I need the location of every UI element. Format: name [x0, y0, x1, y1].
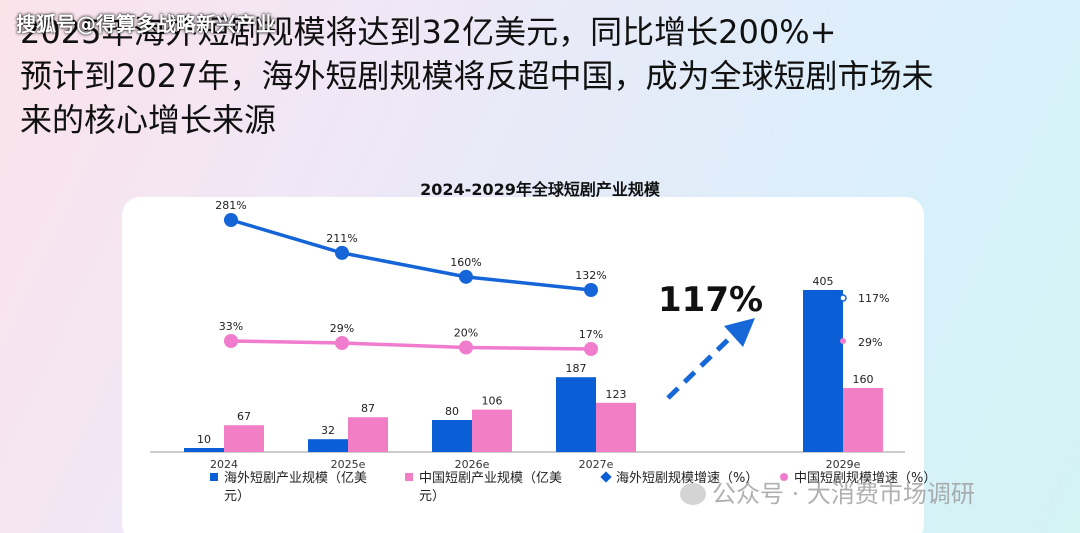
point-overseas-growth — [459, 269, 473, 284]
point-label-overseas-growth: 160% — [450, 256, 481, 269]
chart-title: 2024-2029年全球短剧产业规模 — [420, 180, 660, 199]
point-china-growth — [224, 334, 238, 348]
watermark-bottom: 公众号 · 大消费市场调研 — [680, 474, 975, 509]
headline-line-3: 来的核心增长来源 — [20, 101, 277, 139]
wechat-logo-icon — [680, 483, 706, 505]
point-china-growth — [335, 336, 349, 350]
point-label-overseas-growth: 132% — [575, 269, 606, 282]
legend-label: 海外短剧规模增速（%） — [616, 471, 759, 486]
point-label-overseas-growth: 281% — [215, 199, 246, 212]
bar-china — [843, 388, 883, 452]
bar-label-overseas: 405 — [813, 275, 834, 288]
bar-china — [348, 417, 388, 452]
point-overseas-growth — [584, 283, 598, 297]
x-tick-label: 2027e — [579, 458, 614, 471]
point-label-china-growth: 17% — [579, 328, 603, 341]
bar-overseas — [556, 377, 596, 452]
headline-line-2: 预计到2027年，海外短剧规模将反超中国，成为全球短剧市场未 — [20, 57, 934, 95]
point-label-china-growth: 33% — [219, 320, 243, 333]
legend-china-growth: 中国短剧规模增速（%） — [780, 470, 936, 488]
point-china-growth — [840, 338, 846, 344]
bar-label-overseas: 32 — [321, 424, 335, 437]
bar-overseas — [432, 420, 472, 452]
bar-label-overseas: 187 — [566, 362, 587, 375]
point-overseas-growth — [224, 213, 238, 227]
bar-overseas — [184, 448, 224, 452]
bar-label-china: 87 — [361, 402, 375, 415]
point-china-growth — [459, 340, 473, 355]
bar-overseas — [308, 439, 348, 452]
legend-label: 中国短剧规模增速（%） — [794, 471, 937, 486]
bar-label-overseas: 10 — [197, 433, 211, 446]
point-label-china-growth: 20% — [454, 327, 478, 340]
growth-callout: 117% — [658, 280, 764, 320]
bar-label-china: 123 — [606, 388, 627, 401]
legend-label: 中国短剧产业规模（亿美元） — [419, 471, 563, 504]
chart-panel — [122, 197, 924, 533]
legend-overseas-growth: 海外短剧规模增速（%） — [600, 470, 759, 488]
point-overseas-growth — [839, 294, 847, 302]
trend-arrow-head — [724, 318, 755, 347]
watermark-bottom-text: 公众号 · 大消费市场调研 — [712, 480, 975, 508]
legend-diamond-blue — [600, 471, 612, 483]
bar-china — [472, 409, 512, 452]
x-tick-label: 2029e — [826, 458, 861, 471]
legend-overseas-size: 海外短剧产业规模（亿美元） — [210, 470, 384, 506]
point-label-overseas-growth: 117% — [858, 292, 889, 305]
bar-overseas — [803, 290, 843, 452]
point-label-china-growth: 29% — [330, 322, 354, 335]
x-tick-label: 2025e — [331, 458, 366, 471]
headline: 2025年海外短剧规模将达到32亿美元，同比增长200%+ 预计到2027年，海… — [20, 10, 1070, 142]
x-tick-label: 2026e — [455, 458, 490, 471]
line-overseas-growth — [230, 218, 592, 292]
point-label-china-growth: 29% — [858, 336, 882, 349]
bar-label-overseas: 80 — [445, 405, 459, 418]
watermark-top: 搜狐号@得算多战略新兴产业 — [16, 12, 276, 36]
point-overseas-growth — [335, 245, 349, 260]
legend-swatch-pink — [405, 473, 413, 481]
point-label-overseas-growth: 211% — [326, 232, 357, 245]
trend-arrow-line — [666, 331, 737, 400]
legend-china-size: 中国短剧产业规模（亿美元） — [405, 470, 579, 506]
x-tick-label: 2024 — [210, 458, 238, 471]
point-china-growth — [584, 342, 598, 356]
legend-dot-pink — [780, 473, 788, 481]
headline-line-1: 2025年海外短剧规模将达到32亿美元，同比增长200%+ — [20, 13, 837, 51]
bar-china — [224, 425, 264, 452]
bar-label-china: 67 — [237, 410, 251, 423]
bar-china — [596, 402, 636, 452]
bar-label-china: 106 — [482, 395, 503, 408]
legend-swatch-blue — [210, 473, 218, 481]
line-china-growth — [230, 339, 592, 351]
bar-label-china: 160 — [853, 373, 874, 386]
legend-label: 海外短剧产业规模（亿美元） — [224, 471, 368, 504]
